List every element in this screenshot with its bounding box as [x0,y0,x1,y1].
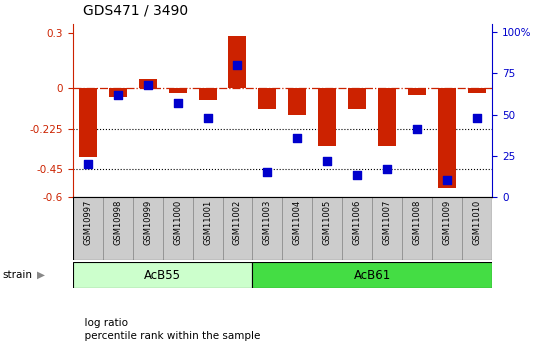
Point [293,135,302,140]
FancyBboxPatch shape [433,197,462,260]
Text: GSM11010: GSM11010 [473,200,482,245]
FancyBboxPatch shape [372,197,402,260]
FancyBboxPatch shape [402,197,433,260]
Bar [408,88,426,95]
Text: AcB61: AcB61 [354,269,391,282]
Point [143,82,152,88]
Point [173,100,182,106]
Text: ▶: ▶ [37,270,45,280]
Text: GSM10999: GSM10999 [143,200,152,245]
Bar [468,88,486,93]
Text: GSM11003: GSM11003 [263,200,272,245]
FancyBboxPatch shape [73,197,103,260]
FancyBboxPatch shape [132,197,162,260]
Bar [199,88,216,100]
Bar [318,88,336,146]
FancyBboxPatch shape [252,262,492,288]
Text: GSM10998: GSM10998 [113,200,122,245]
Point [83,161,92,167]
Text: GSM11009: GSM11009 [443,200,452,245]
Bar [168,88,187,93]
FancyBboxPatch shape [223,197,252,260]
Bar [378,88,397,146]
Text: GSM11002: GSM11002 [233,200,242,245]
FancyBboxPatch shape [282,197,313,260]
Text: GSM10997: GSM10997 [83,200,92,245]
Point [443,177,451,183]
Text: GSM11008: GSM11008 [413,200,422,245]
Point [233,62,242,68]
Text: log ratio: log ratio [78,318,128,327]
Point [323,158,332,163]
Point [203,115,212,120]
Bar [229,36,246,88]
Bar [79,88,97,157]
Point [473,115,482,120]
FancyBboxPatch shape [103,197,132,260]
Text: strain: strain [3,270,33,280]
Text: GSM11004: GSM11004 [293,200,302,245]
Text: percentile rank within the sample: percentile rank within the sample [78,332,260,341]
Bar [258,88,277,109]
Bar [438,88,456,188]
Bar [139,79,157,88]
FancyBboxPatch shape [462,197,492,260]
Point [114,92,122,98]
FancyBboxPatch shape [342,197,372,260]
Text: GSM11006: GSM11006 [353,200,362,245]
Point [353,172,362,178]
FancyBboxPatch shape [73,262,252,288]
FancyBboxPatch shape [193,197,223,260]
Bar [288,88,307,115]
FancyBboxPatch shape [313,197,342,260]
Point [383,166,392,171]
Text: GSM11000: GSM11000 [173,200,182,245]
Bar [109,88,126,97]
Text: GSM11001: GSM11001 [203,200,212,245]
Text: GSM11005: GSM11005 [323,200,332,245]
Text: GSM11007: GSM11007 [383,200,392,245]
Text: GDS471 / 3490: GDS471 / 3490 [83,4,188,18]
Bar [349,88,366,109]
Point [413,127,422,132]
FancyBboxPatch shape [252,197,282,260]
Point [263,169,272,175]
FancyBboxPatch shape [162,197,193,260]
Text: AcB55: AcB55 [144,269,181,282]
